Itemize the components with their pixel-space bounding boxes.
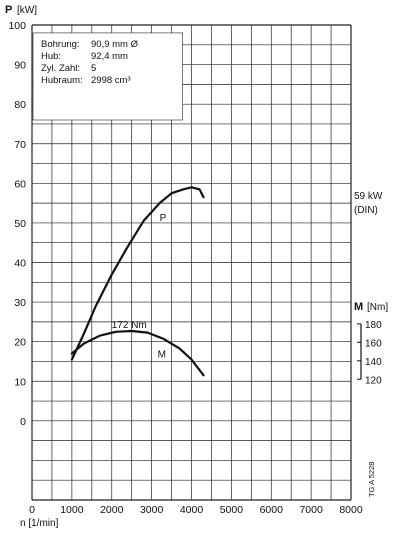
y-tick-label: 10 <box>14 376 26 388</box>
series-layer <box>70 186 205 377</box>
spec-box <box>32 32 183 121</box>
x-tick-label: 5000 <box>220 504 244 516</box>
spec-label: Zyl. Zahl: <box>41 63 80 74</box>
torque-axis-symbol: M <box>354 301 363 313</box>
spec-label: Hubraum: <box>41 75 83 86</box>
x-tick-label: 7000 <box>299 504 323 516</box>
x-tick-label: 2000 <box>100 504 124 516</box>
y-axis-unit: [kW] <box>17 5 37 16</box>
x-tick-label: 1000 <box>60 504 84 516</box>
x-tick-label: 3000 <box>140 504 164 516</box>
spec-value: 92,4 mm <box>91 51 128 62</box>
y-tick-label: 30 <box>14 297 26 309</box>
x-tick-label: 4000 <box>180 504 204 516</box>
torque-tick-label: 140 <box>365 357 382 368</box>
torque-tick-label: 160 <box>365 338 382 349</box>
spec-label: Bohrung: <box>41 39 80 50</box>
y-tick-label: 50 <box>14 218 26 230</box>
torque-tick-label: 120 <box>365 375 382 386</box>
power-curve <box>70 186 205 361</box>
y-tick-label: 80 <box>14 99 26 111</box>
x-axis-label: n [1/min] <box>20 518 59 529</box>
torque-peak-label: 172 Nm <box>112 320 147 331</box>
series-label-torque: M <box>158 350 166 361</box>
torque-axis-unit: [Nm] <box>367 302 388 313</box>
y-axis-symbol: P <box>5 4 12 16</box>
spec-label: Hub: <box>41 51 61 62</box>
y-tick-label: 70 <box>14 139 26 151</box>
x-tick-label: 6000 <box>260 504 284 516</box>
labels-layer: Bohrung: 90,9 mm Ø Hub: 92,4 mm Zyl. Zahl: 5H… <box>5 4 388 529</box>
y-tick-label: 90 <box>14 60 26 72</box>
spec-value: 5 <box>91 63 96 74</box>
y-tick-label: 0 <box>20 416 26 428</box>
torque-tick-label: 180 <box>365 320 382 331</box>
power-annotation-note: (DIN) <box>354 205 378 216</box>
power-annotation: 59 kW <box>354 191 383 202</box>
y-tick-label: 60 <box>14 178 26 190</box>
figure-code: TG A 5228 <box>367 462 376 497</box>
torque-curve <box>70 329 205 377</box>
y-tick-label: 20 <box>14 337 26 349</box>
series-label-power: P <box>160 213 167 224</box>
x-tick-label: 0 <box>29 504 35 516</box>
spec-value: 2998 cm³ <box>91 75 131 86</box>
spec-value: 90,9 mm Ø <box>91 39 139 50</box>
y-tick-label: 40 <box>14 258 26 270</box>
y-tick-label: 100 <box>8 20 26 32</box>
x-tick-label: 8000 <box>339 504 363 516</box>
